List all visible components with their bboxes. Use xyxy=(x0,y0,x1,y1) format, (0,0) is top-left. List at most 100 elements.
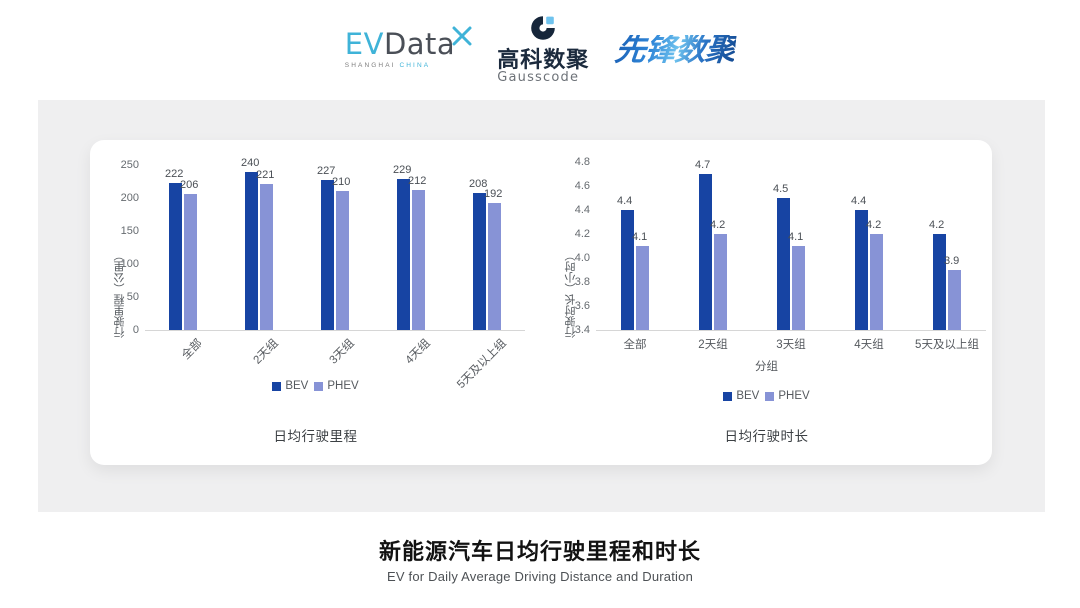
left-chart-bar-group xyxy=(321,165,349,330)
right-chart-x-label: 3天组 xyxy=(776,339,806,351)
left-chart-value-label: 208 xyxy=(469,177,488,190)
left-chart-bar-bev xyxy=(169,183,182,330)
evdata-ev-text: EV xyxy=(344,27,384,62)
right-chart-y-tick: 3.8 xyxy=(574,276,590,288)
right-chart-value-label: 4.1 xyxy=(632,231,648,243)
legend-item-phev: PHEV xyxy=(314,380,359,392)
legend-label-phev: PHEV xyxy=(778,390,810,402)
right-chart-bar-phev xyxy=(792,246,805,330)
right-chart-bar-group xyxy=(777,162,805,330)
right-chart-bar-phev xyxy=(870,234,883,330)
right-chart-y-tick: 4.0 xyxy=(574,252,590,264)
left-chart-value-label: 240 xyxy=(241,156,260,169)
right-chart-y-tick: 4.6 xyxy=(574,180,590,192)
left-chart-bar-group xyxy=(169,165,197,330)
legend-label-bev: BEV xyxy=(285,380,309,392)
right-chart-bar-group xyxy=(699,162,727,330)
legend-item-bev: BEV xyxy=(723,390,759,402)
right-chart-y-tick: 3.4 xyxy=(574,324,590,336)
right-chart-value-label: 4.2 xyxy=(866,219,882,231)
right-chart-value-label: 4.5 xyxy=(773,183,789,195)
legend-swatch-bev-icon xyxy=(723,391,733,401)
gausscode-c-mark-icon xyxy=(531,16,556,41)
legend-swatch-phev-icon xyxy=(314,381,324,391)
left-chart-bar-bev xyxy=(397,178,410,330)
legend-label-bev: BEV xyxy=(736,390,760,402)
logo-gausscode: 高科数聚 Gausscode xyxy=(497,14,589,85)
left-chart-x-label: 全部 xyxy=(180,337,205,363)
left-chart-bar-group xyxy=(473,165,501,330)
right-chart-y-tick: 4.8 xyxy=(574,156,590,168)
right-chart-bar-bev xyxy=(855,210,868,330)
left-chart-x-label: 4天组 xyxy=(403,337,433,367)
x-cross-icon xyxy=(452,26,472,46)
right-chart-value-label: 4.1 xyxy=(788,231,804,243)
logo-evdata: EVData SHANGHAI CHINA xyxy=(344,26,472,70)
right-chart-y-tick: 4.2 xyxy=(574,228,590,240)
left-chart-bar-phev xyxy=(488,203,501,330)
right-chart-y-tick: 3.6 xyxy=(574,300,590,312)
legend-swatch-bev-icon xyxy=(272,381,282,391)
right-chart-baseline xyxy=(596,330,986,331)
legend-item-bev: BEV xyxy=(272,380,308,392)
left-chart-y-tick: 250 xyxy=(120,159,139,171)
right-chart-plot-area xyxy=(596,162,986,330)
legend-label-phev: PHEV xyxy=(327,380,359,392)
right-chart-bar-group xyxy=(933,162,961,330)
left-chart-bar-group xyxy=(397,165,425,330)
left-chart-bar-group xyxy=(245,165,273,330)
evdata-tagline-city: SHANGHAI xyxy=(344,62,400,70)
right-chart-bar-phev xyxy=(714,234,727,330)
left-chart-bar-phev xyxy=(336,191,349,330)
left-chart-caption: 日均行驶里程 xyxy=(273,429,358,444)
left-chart-bar-phev xyxy=(260,184,273,330)
right-chart-x-label: 5天及以上组 xyxy=(915,339,979,351)
right-chart-value-label: 4.7 xyxy=(695,159,711,171)
left-chart-value-label: 222 xyxy=(165,168,184,181)
left-chart-y-tick: 150 xyxy=(120,225,139,237)
right-chart-y-tick: 4.4 xyxy=(574,204,590,216)
right-chart-value-label: 4.2 xyxy=(710,219,726,231)
logo-bar: EVData SHANGHAI CHINA 高科数聚 Gausscode 先锋数… xyxy=(0,16,1080,85)
left-chart-bar-phev xyxy=(412,190,425,330)
page-title: 新能源汽车日均行驶里程和时长 xyxy=(378,539,701,564)
left-chart-bar-phev xyxy=(184,194,197,330)
charts-card: 行驶里程（公里） 250 200 150 100 50 0 全部 2天组 3天组 4天组 5天及以… xyxy=(90,140,992,465)
left-chart-baseline xyxy=(145,330,525,331)
gausscode-en-text: Gausscode xyxy=(497,70,580,86)
evdata-data-text: Data xyxy=(383,27,456,62)
xianfeng-wordmark: 先锋数聚 xyxy=(613,31,738,68)
right-chart-caption: 日均行驶时长 xyxy=(724,429,809,444)
left-chart-y-tick: 200 xyxy=(120,192,139,204)
chart-daily-distance: 行驶里程（公里） 250 200 150 100 50 0 全部 2天组 3天组 4天组 5天及以… xyxy=(90,140,541,465)
left-chart-bar-bev xyxy=(473,192,486,330)
left-chart-y-tick: 50 xyxy=(126,291,139,303)
left-chart-value-label: 192 xyxy=(484,188,503,201)
right-chart-value-label: 4.2 xyxy=(929,219,945,231)
left-chart-value-label: 212 xyxy=(408,175,427,188)
right-chart-bar-bev xyxy=(777,198,790,330)
chart-daily-duration: 行驶时长（小时） 4.8 4.6 4.4 4.2 4.0 3.8 3.6 3.4 全部 2天组 3… xyxy=(541,140,992,465)
evdata-wordmark: EVData xyxy=(344,26,472,62)
right-chart-bar-bev xyxy=(621,210,634,330)
legend-swatch-phev-icon xyxy=(765,391,775,401)
right-chart-bar-phev xyxy=(948,270,961,330)
left-chart-value-label: 229 xyxy=(393,163,412,176)
left-chart-legend: BEV PHEV xyxy=(90,380,541,392)
left-chart-x-label: 2天组 xyxy=(251,337,281,367)
right-chart-legend: BEV PHEV xyxy=(541,390,992,402)
right-chart-x-axis-title: 分组 xyxy=(755,361,778,373)
gausscode-cn-text: 高科数聚 xyxy=(497,48,590,74)
left-chart-plot-area xyxy=(145,165,525,330)
left-chart-value-label: 221 xyxy=(256,169,275,182)
left-chart-value-label: 210 xyxy=(332,176,351,189)
right-chart-x-label: 全部 xyxy=(623,339,647,351)
left-chart-bar-bev xyxy=(321,180,334,330)
page-subtitle: EV for Daily Average Driving Distance an… xyxy=(386,569,694,584)
evdata-tagline: SHANGHAI CHINA xyxy=(345,63,455,70)
right-chart-x-label: 4天组 xyxy=(854,339,884,351)
right-chart-x-label: 2天组 xyxy=(698,339,728,351)
right-chart-bar-group xyxy=(621,162,649,330)
right-chart-bar-bev xyxy=(933,234,946,330)
charts-container: 行驶里程（公里） 250 200 150 100 50 0 全部 2天组 3天组 4天组 5天及以… xyxy=(90,140,992,465)
